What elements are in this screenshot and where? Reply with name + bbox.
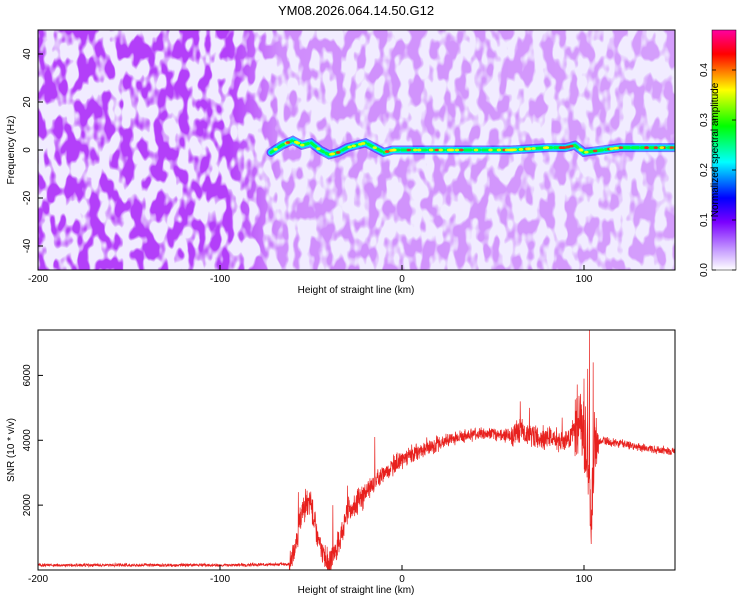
signal-hotspot bbox=[273, 147, 278, 151]
signal-hotspot bbox=[525, 147, 530, 151]
signal-hotspot bbox=[531, 147, 536, 150]
snr-panel: -200 -100 0 100 2000 4000 6000 Height of stra… bbox=[6, 329, 676, 596]
y-tick-label: 2000 bbox=[22, 494, 33, 517]
signal-track bbox=[266, 135, 675, 160]
signal-hotspot bbox=[358, 142, 363, 146]
x-tick-label: -200 bbox=[28, 574, 48, 585]
signal-hotspot bbox=[510, 148, 515, 152]
signal-hotspot bbox=[612, 146, 618, 150]
signal-hotspot bbox=[449, 148, 455, 152]
colorbar-frame bbox=[711, 29, 737, 271]
signal-hotspot bbox=[416, 148, 422, 152]
signal-hotspot bbox=[592, 149, 598, 153]
signal-hotspot bbox=[335, 151, 341, 154]
signal-hotspot bbox=[428, 148, 434, 152]
x-tick-label: 0 bbox=[399, 574, 405, 585]
x-tick-label: -200 bbox=[28, 274, 48, 285]
heatmap-y-axis-label: Frequency (Hz) bbox=[6, 116, 17, 185]
figure-title: YM08.2026.064.14.50.G12 bbox=[278, 3, 434, 18]
signal-hotspot bbox=[392, 148, 397, 152]
signal-hotspot bbox=[454, 148, 460, 152]
colorbar-label: Normalized spectral amplitude bbox=[710, 82, 721, 217]
heatmap-x-axis: -200 -100 0 100 bbox=[28, 265, 593, 285]
signal-hotspot bbox=[518, 147, 524, 151]
snr-series-line bbox=[38, 330, 675, 570]
signal-hotspot bbox=[413, 148, 418, 152]
snr-y-axis-label: SNR (10 * v/v) bbox=[6, 418, 17, 482]
signal-hotspot bbox=[579, 148, 584, 152]
signal-hotspot bbox=[584, 150, 589, 154]
heatmap-x-axis-label: Height of straight line (km) bbox=[298, 285, 415, 296]
colorbar-tick-label: 0.4 bbox=[699, 63, 710, 77]
signal-hotspot bbox=[300, 143, 305, 147]
signal-hotspot bbox=[659, 146, 665, 150]
signal-hotspot bbox=[285, 141, 291, 144]
y-tick-label: 20 bbox=[22, 96, 33, 108]
signal-hotspot bbox=[438, 148, 443, 152]
signal-hotspot bbox=[653, 146, 659, 150]
signal-hotspot bbox=[459, 148, 464, 152]
signal-hotspot bbox=[561, 146, 567, 150]
signal-hotspot bbox=[609, 147, 614, 151]
x-tick-label: 0 bbox=[399, 274, 405, 285]
signal-hotspot bbox=[347, 145, 352, 149]
x-tick-label: 100 bbox=[576, 574, 593, 585]
signal-hotspot bbox=[488, 148, 493, 152]
y-tick-label: 40 bbox=[22, 48, 33, 60]
signal-hotspot bbox=[644, 146, 649, 150]
colorbar-tick-label: 0.1 bbox=[699, 213, 710, 227]
y-tick-label: -40 bbox=[22, 238, 33, 253]
colorbar-ticks: 0.0 0.1 0.2 0.3 0.4 bbox=[699, 63, 736, 277]
y-tick-label: -20 bbox=[22, 190, 33, 205]
y-tick-label: 4000 bbox=[22, 429, 33, 452]
colorbar-tick-label: 0.2 bbox=[699, 163, 710, 177]
signal-hotspot bbox=[295, 141, 301, 145]
signal-hotspot bbox=[330, 152, 336, 156]
signal-hotspot bbox=[372, 146, 377, 150]
signal-hotspot bbox=[565, 145, 571, 149]
signal-hotspot bbox=[406, 148, 412, 152]
signal-hotspot bbox=[473, 148, 479, 152]
signal-hotspot bbox=[569, 144, 574, 148]
colorbar-tick-label: 0.3 bbox=[699, 113, 710, 127]
snr-background bbox=[38, 330, 675, 570]
heatmap-y-axis: -40 -20 0 20 40 bbox=[22, 48, 43, 253]
signal-hotspot bbox=[446, 148, 452, 152]
signal-hotspot bbox=[496, 148, 502, 152]
signal-hotspot bbox=[434, 148, 439, 152]
x-tick-label: -100 bbox=[210, 574, 230, 585]
signal-hotspot bbox=[618, 146, 624, 150]
snr-x-axis: -200 -100 0 100 bbox=[28, 565, 593, 585]
signal-hotspot bbox=[351, 144, 356, 148]
colorbar-tick-label: 0.0 bbox=[699, 263, 710, 277]
y-tick-label: 0 bbox=[22, 147, 33, 153]
y-tick-label: 6000 bbox=[22, 364, 33, 387]
x-tick-label: -100 bbox=[210, 274, 230, 285]
signal-hotspot bbox=[544, 146, 550, 150]
snr-y-axis: 2000 4000 6000 bbox=[22, 364, 43, 516]
signal-hotspot bbox=[384, 150, 390, 153]
colorbar: 0.0 0.1 0.2 0.3 0.4 Normalized spectral ampl… bbox=[699, 29, 737, 277]
snr-x-axis-label: Height of straight line (km) bbox=[298, 585, 415, 596]
x-tick-label: 100 bbox=[576, 274, 593, 285]
signal-hotspot bbox=[316, 147, 321, 151]
snr-frame bbox=[37, 329, 676, 571]
signal-hotspot bbox=[669, 146, 674, 150]
